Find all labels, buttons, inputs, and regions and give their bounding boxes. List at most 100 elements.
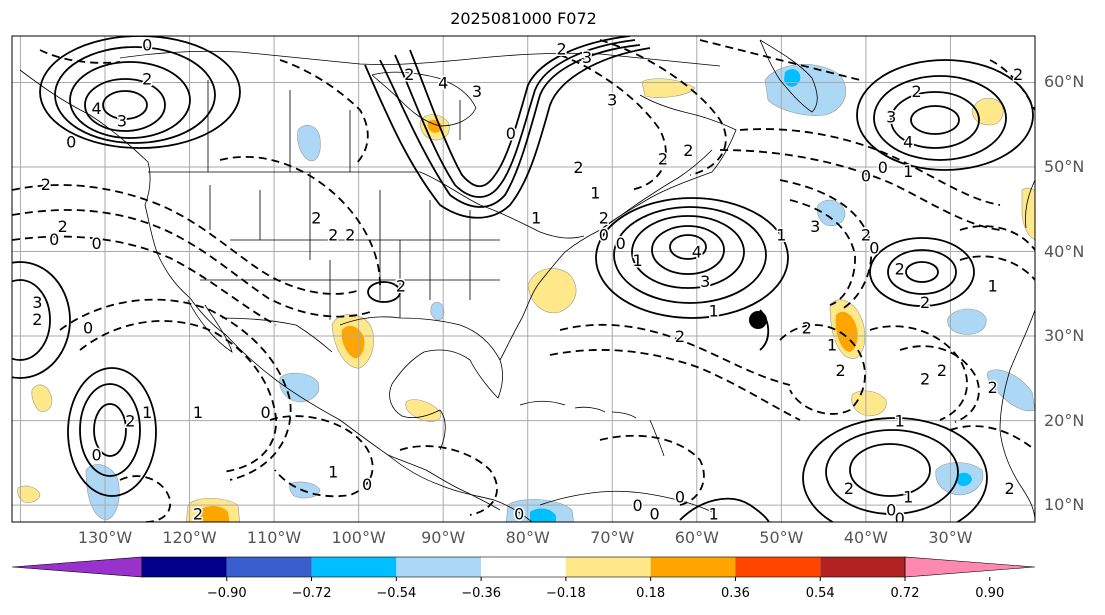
contour-label: 0 [49, 230, 59, 249]
longitude-label: 60°W [674, 528, 719, 547]
colorbar-under-extension [11, 556, 143, 578]
contour-label: 1 [633, 251, 643, 270]
contour-label: 2 [328, 226, 338, 245]
positive-contour [669, 234, 707, 260]
negative-contour [899, 345, 980, 423]
map-background [12, 36, 1035, 522]
coastlines-and-borders [19, 39, 1035, 522]
contour-label: 2 [895, 259, 905, 278]
africa-west-coast [999, 309, 1035, 522]
colorbar-tick-label: −0.54 [376, 586, 417, 601]
positive-contour [102, 90, 148, 120]
negative-height-anomaly-contours [12, 39, 1035, 522]
negative-contour [989, 59, 1035, 111]
contour-label: 0 [514, 505, 524, 524]
contour-label: 2 [193, 505, 203, 524]
contour-label: 0 [83, 319, 93, 338]
longitude-label: 70°W [590, 528, 635, 547]
positive-contour [825, 429, 959, 515]
contour-label: 3 [472, 82, 482, 101]
contour-label: 2 [1013, 65, 1023, 84]
contour-label: 1 [193, 403, 203, 422]
contour-label: 2 [920, 293, 930, 312]
positive-contour [367, 281, 401, 303]
contour-label: 2 [396, 276, 406, 295]
negative-contour [549, 349, 801, 421]
negative-contour [959, 225, 1035, 251]
canadian-arctic-coast [119, 50, 721, 67]
positive-contour [802, 417, 988, 522]
longitude-label: 110°W [246, 528, 302, 547]
contour-label: 1 [709, 302, 719, 321]
negative-contour [599, 434, 705, 506]
positive-contour [856, 59, 1034, 171]
canada-province-borders [207, 80, 461, 172]
positive-contour [79, 383, 141, 477]
map-frame [11, 35, 1036, 523]
colorbar-tick-label: 0.54 [805, 586, 835, 601]
canada-east-coast [599, 94, 737, 231]
colorbar-segment [142, 557, 227, 577]
negative-anomaly-region [987, 369, 1035, 412]
negative-anomaly-region [947, 308, 987, 335]
contour-label: 2 [311, 209, 321, 228]
contour-label: 0 [675, 488, 685, 507]
contour-label: 0 [649, 505, 659, 524]
positive-contour [679, 497, 770, 522]
greenland-coast [759, 39, 818, 113]
storm-position-marker [749, 311, 767, 329]
height-anomaly-contours [12, 36, 1034, 522]
colorbar-segment [650, 557, 736, 577]
contour-label: 0 [506, 124, 516, 143]
negative-contour [279, 59, 369, 166]
contour-label: 2 [125, 412, 135, 431]
negative-contour [12, 184, 361, 295]
us-east-coast [499, 149, 713, 361]
colorbar-tick-label: 0.72 [890, 586, 920, 601]
gulf-of-mexico-coast [339, 316, 504, 451]
contour-label: 2 [32, 310, 42, 329]
colorbar-tick-label: 0.90 [975, 586, 1005, 601]
colorbar-frame [141, 556, 906, 578]
latitude-label: 40°N [1044, 241, 1085, 261]
contour-label: 0 [91, 445, 101, 464]
contour-label: 3 [700, 272, 710, 291]
contour-label: 0 [869, 238, 879, 257]
negative-contour [559, 323, 791, 386]
contour-label: 0 [878, 158, 888, 177]
us-mexico-border [221, 317, 333, 353]
contour-label: 4 [903, 133, 913, 152]
contour-label: 1 [903, 488, 913, 507]
longitude-label: 50°W [759, 528, 804, 547]
negative-anomaly-region [956, 472, 972, 487]
negative-contour [59, 298, 292, 481]
contour-label: 1 [590, 183, 600, 202]
contour-label: 3 [810, 217, 820, 236]
contour-label: 0 [142, 35, 152, 54]
colorbar-tick-label: −0.72 [291, 586, 332, 601]
contour-label: 1 [709, 505, 719, 524]
positive-contour [849, 443, 931, 497]
contour-label: 1 [895, 412, 905, 431]
contour-label: 2 [142, 69, 152, 88]
contour-label: 1 [776, 226, 786, 245]
longitude-label: 100°W [331, 528, 386, 547]
contour-label: 2 [58, 217, 68, 236]
negative-contour [12, 235, 277, 326]
contour-label: 0 [261, 403, 271, 422]
negative-contour [699, 39, 861, 81]
colorbar-over-extension [904, 556, 1036, 578]
contour-label: 0 [66, 133, 76, 152]
contour-label: 0 [633, 496, 643, 515]
contour-label: 2 [683, 141, 693, 160]
contour-label: 0 [861, 166, 871, 185]
negative-contour [719, 149, 1001, 231]
colorbar-segment [226, 557, 312, 577]
colorbar-segment [565, 557, 651, 577]
contour-label: 2 [675, 327, 685, 346]
negative-contour [599, 39, 727, 176]
positive-anomaly-region [641, 78, 696, 98]
contour-label: 0 [895, 509, 905, 528]
contour-label: 1 [903, 162, 913, 181]
positive-contour [67, 367, 157, 497]
